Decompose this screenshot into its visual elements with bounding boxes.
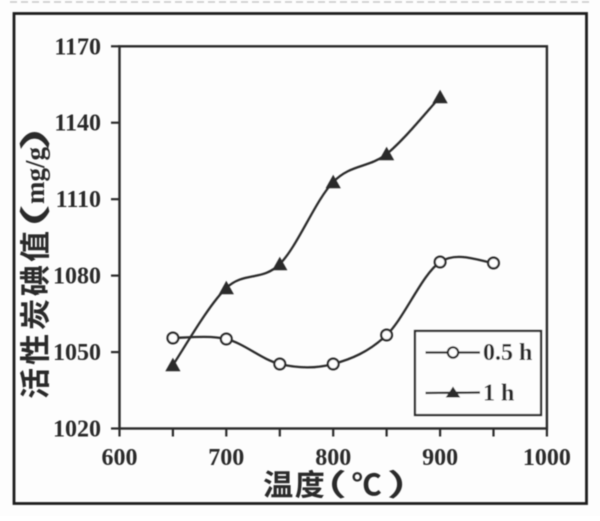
svg-text:900: 900 xyxy=(422,445,458,471)
svg-text:600: 600 xyxy=(102,445,138,471)
svg-text:1140: 1140 xyxy=(54,111,101,137)
svg-text:1020: 1020 xyxy=(53,417,101,443)
svg-text:1170: 1170 xyxy=(54,34,101,60)
svg-text:1110: 1110 xyxy=(56,187,101,213)
svg-text:0.5 h: 0.5 h xyxy=(483,340,532,366)
svg-text:1080: 1080 xyxy=(53,264,101,290)
svg-text:1 h: 1 h xyxy=(483,381,514,407)
svg-text:800: 800 xyxy=(315,445,351,471)
svg-text:1000: 1000 xyxy=(523,445,571,471)
svg-text:1050: 1050 xyxy=(53,340,101,366)
svg-text:700: 700 xyxy=(208,445,244,471)
svg-text:mg/g: mg/g xyxy=(20,147,50,204)
